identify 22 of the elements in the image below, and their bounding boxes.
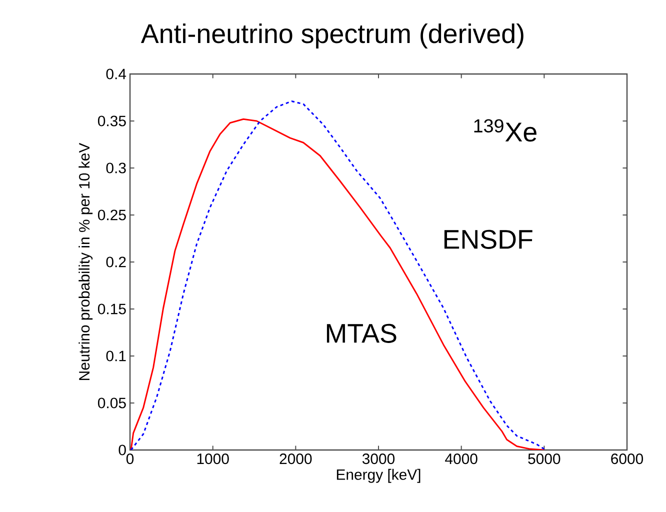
y-tick-label: 0.15 (98, 304, 126, 314)
x-tick-label: 5000 (528, 454, 560, 464)
series-label: ENSDF (444, 230, 532, 249)
x-axis-title: Energy [keV] (336, 468, 420, 483)
y-tick-label: 0.1 (106, 350, 126, 362)
x-tick-label: 2000 (280, 454, 312, 464)
annotation: $^{139}$Xe (474, 119, 536, 142)
x-tick-label: 0 (126, 454, 134, 464)
y-tick-label: 0.3 (106, 162, 126, 174)
series-label: MTAS (326, 324, 396, 343)
chart-title: Anti-neutrino spectrum (derived) (140, 23, 524, 49)
x-tick-label: 3000 (362, 454, 395, 464)
y-tick-label: 0.25 (98, 210, 126, 220)
x-tick-label: 4000 (445, 454, 478, 464)
y-tick-label: 0.35 (98, 116, 126, 126)
x-tick-label: 6000 (611, 454, 644, 464)
y-tick-label: 0.05 (98, 398, 126, 408)
y-axis-title: Neutrino probability in % per 10 keV (78, 142, 93, 380)
y-tick-label: 0.2 (106, 256, 126, 268)
x-tick-label: 1000 (197, 454, 229, 464)
y-tick-label: 0 (118, 444, 126, 456)
y-tick-label: 0.4 (106, 68, 126, 80)
